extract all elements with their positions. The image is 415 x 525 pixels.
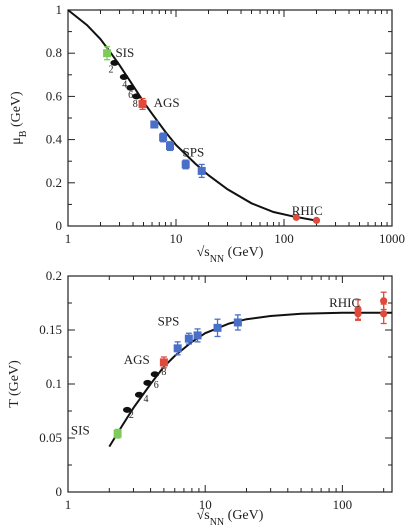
beam-energy-label: 6 [154,380,159,391]
data-point-rhic [354,310,361,317]
x-tick-label: 10 [170,231,183,246]
data-point-sps [198,167,206,175]
beam-energy-label: 2 [129,410,134,421]
y-tick-label: 0.05 [39,430,62,445]
beam-energy-point [143,380,151,386]
data-point-sps [214,324,222,332]
experiment-label: AGS [124,352,150,367]
data-point-sis [103,49,111,57]
y-tick-label: 0.4 [46,132,63,147]
beam-energy-label: 8 [133,99,138,110]
x-tick-label: 100 [333,497,353,512]
y-tick-label: 0 [56,484,63,499]
data-point-sps [234,318,242,326]
y-axis-title: μB (GeV) [9,91,29,145]
data-point-sis [114,430,122,438]
mu-b-panel: 1 10 100 1000 0 0.2 0.4 0.6 0.8 1 √sNN (GeV) μB (Ge… [9,2,405,265]
data-point-sps [185,335,193,343]
y-tick-label: 0.2 [46,175,62,190]
experiment-label: RHIC [292,203,323,218]
beam-energy-label: 2 [108,64,113,75]
beam-energy-point [151,371,159,377]
x-axis-title: √sNN (GeV) [197,245,264,265]
beam-energy-label: 4 [143,394,148,405]
x-tick-label: 100 [274,231,294,246]
data-point-sps [166,142,174,150]
experiment-label: RHIC [329,295,360,310]
data-point-rhic [380,310,387,317]
beam-energy-point [135,392,143,398]
experiment-label: SIS [115,45,134,60]
beam-energy-label: 4 [122,79,127,90]
y-tick-label: 0.6 [46,88,63,103]
data-point-sps [182,160,190,168]
data-point-ags [139,100,147,108]
beam-energy-label: 8 [161,367,166,378]
y-tick-label: 0.2 [46,268,62,283]
y-tick-label: 0 [56,218,63,233]
y-tick-label: 0.15 [39,322,62,337]
y-axis-title: T (GeV) [7,360,22,408]
experiment-label: SPS [158,313,180,328]
y-tick-label: 0.1 [46,376,62,391]
data-point-ags [160,358,168,366]
y-tick-label: 1 [56,2,63,17]
x-tick-label: 1 [65,497,72,512]
y-tick-label: 0.8 [46,45,62,60]
data-point-sps [174,344,182,352]
experiment-label: SIS [71,422,90,437]
data-point-sps [194,331,202,339]
x-tick-label: 1000 [379,231,405,246]
plot-frame [68,10,392,226]
data-point-sps [150,120,158,128]
freeze-out-curve [109,313,392,447]
freeze-out-curve [68,10,317,221]
data-point-rhic [380,297,387,304]
data-point-sps [159,133,167,141]
x-tick-label: 1 [65,231,72,246]
experiment-label: AGS [154,95,180,110]
experiment-label: SPS [183,145,205,160]
x-axis-title: √sNN (GeV) [197,508,264,525]
